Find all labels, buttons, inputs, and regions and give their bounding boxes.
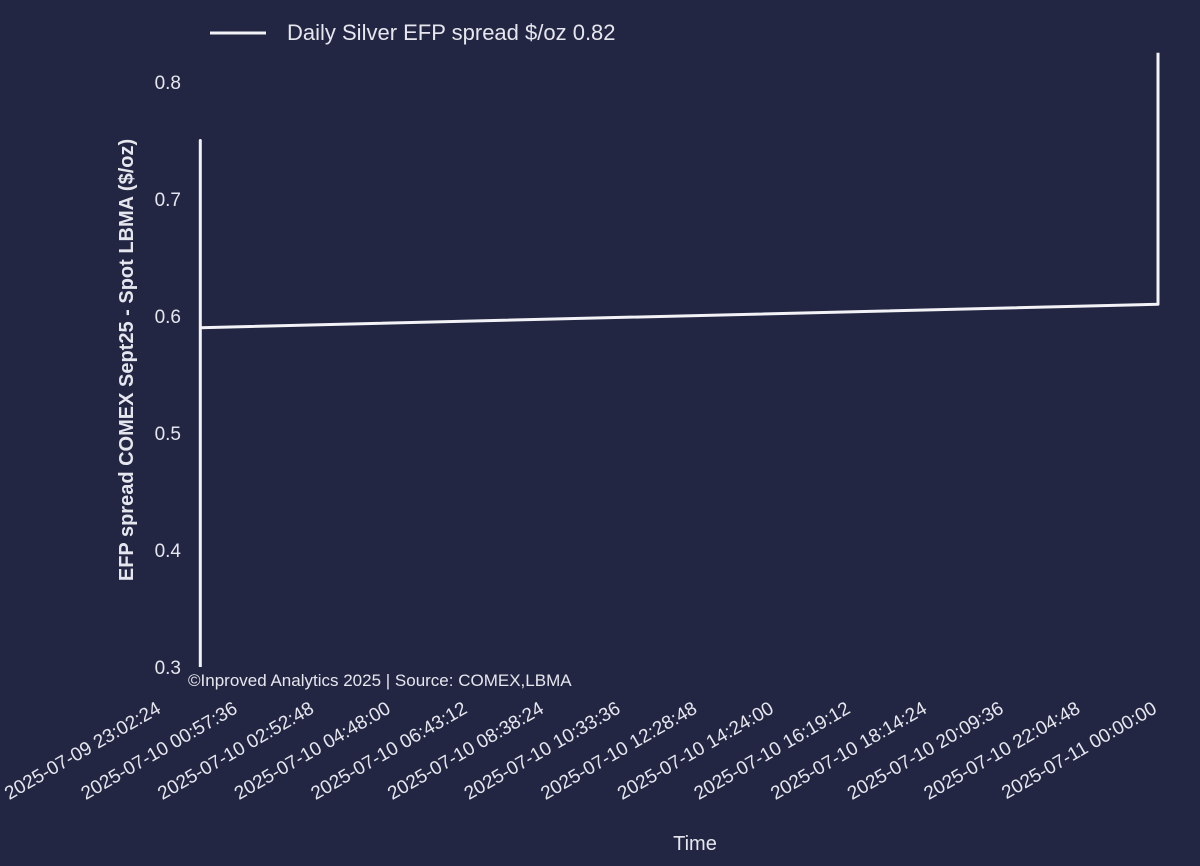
source-annotation: ©Inproved Analytics 2025 | Source: COMEX… — [188, 671, 572, 690]
y-tick-label: 0.4 — [155, 541, 182, 562]
legend: Daily Silver EFP spread $/oz 0.82 — [210, 20, 616, 45]
y-tick-label: 0.5 — [155, 424, 181, 445]
x-axis-label: Time — [673, 833, 717, 855]
series-line — [198, 52, 1160, 667]
y-tick-label: 0.6 — [155, 307, 181, 328]
y-axis-ticks: 0.3 0.4 0.5 0.6 0.7 0.8 — [155, 73, 182, 679]
y-tick-label: 0.3 — [155, 658, 181, 679]
series-layer — [198, 52, 1160, 667]
y-tick-label: 0.8 — [155, 73, 181, 94]
legend-label: Daily Silver EFP spread $/oz 0.82 — [287, 20, 616, 45]
y-axis-label: EFP spread COMEX Sept25 - Spot LBMA ($/o… — [116, 139, 138, 581]
y-tick-label: 0.7 — [155, 190, 181, 211]
